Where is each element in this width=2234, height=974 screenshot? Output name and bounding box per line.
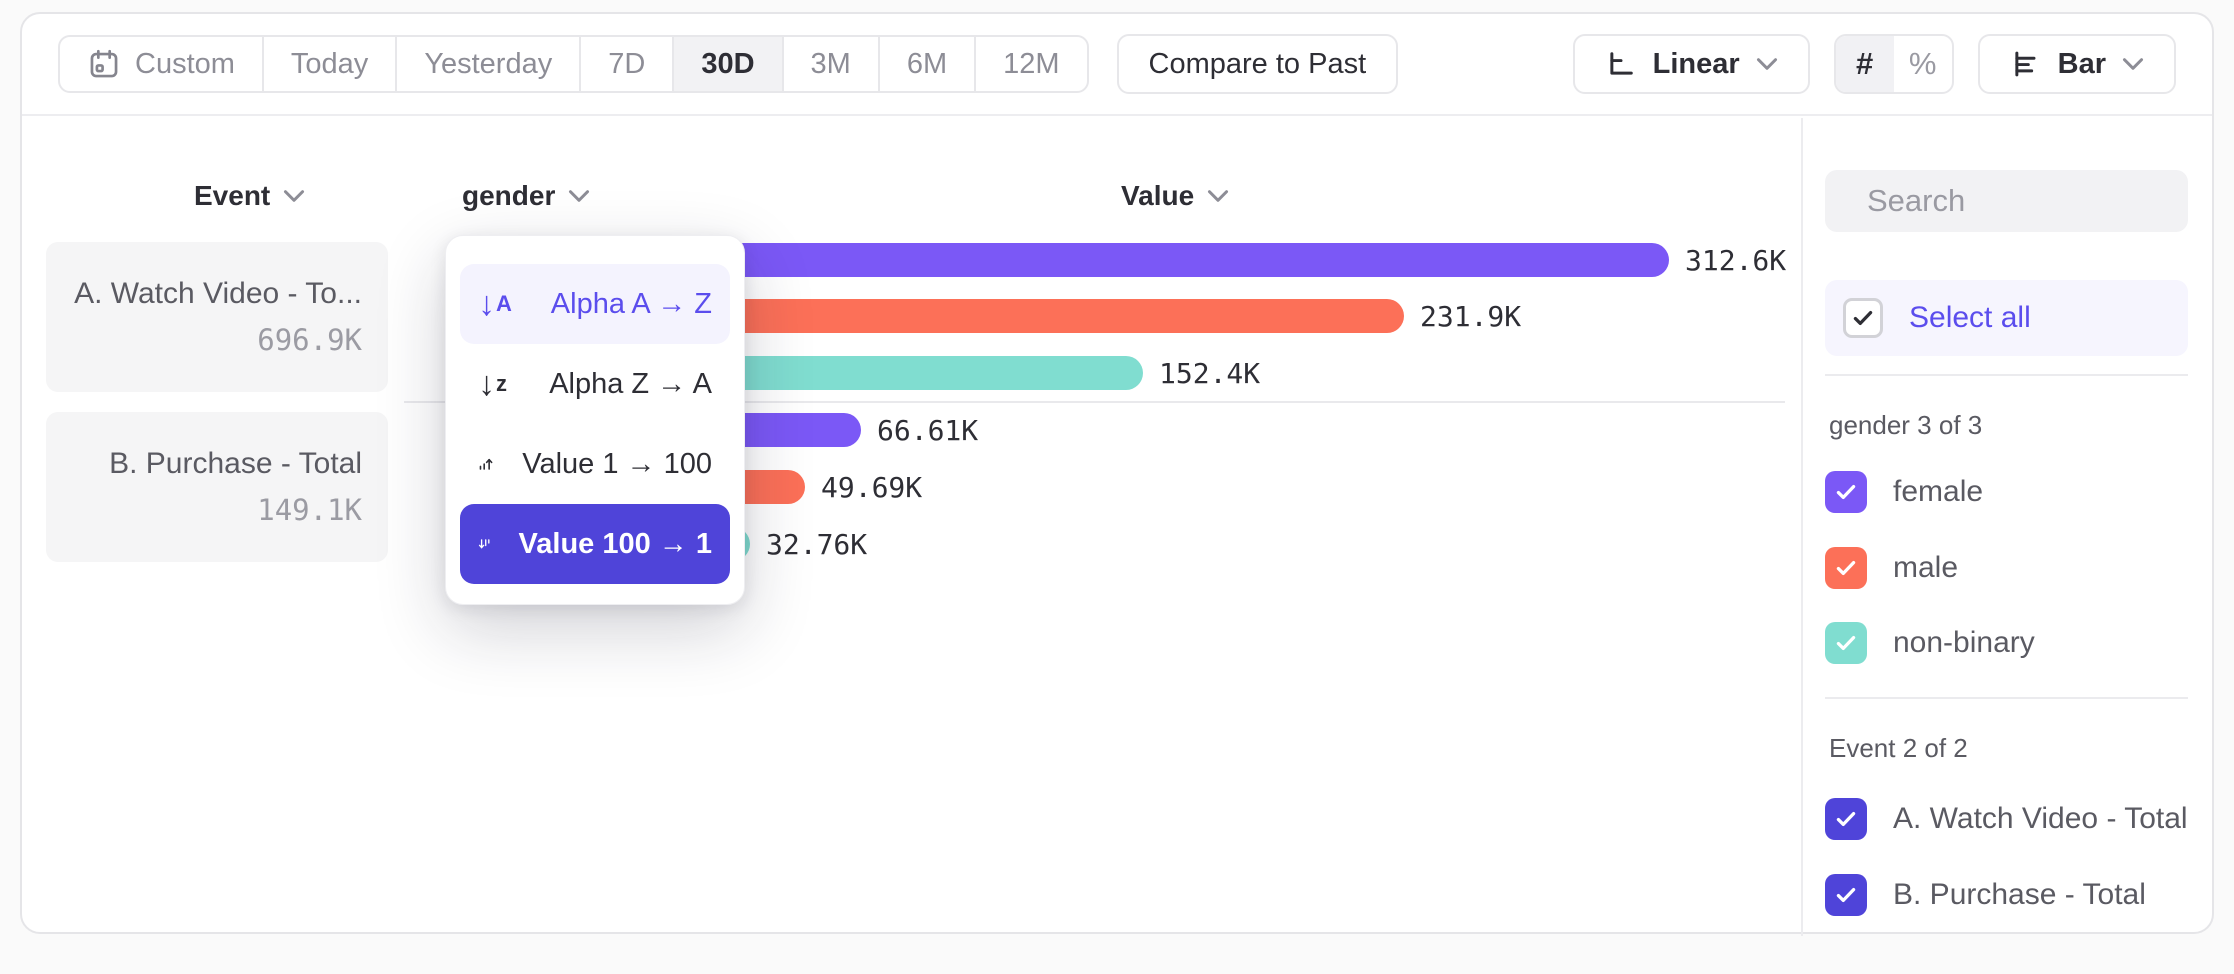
sort-value-desc-icon: [478, 539, 490, 549]
number-format-toggle: # %: [1833, 34, 1954, 94]
percent-format-option[interactable]: %: [1894, 36, 1952, 92]
date-range-12m[interactable]: 12M: [974, 37, 1086, 91]
bar-value-label: 66.61K: [877, 413, 979, 447]
checkmark-icon: [1836, 560, 1856, 576]
bar-value-label: 49.69K: [821, 470, 923, 504]
hash-icon: #: [1856, 46, 1874, 81]
value-column-header[interactable]: Value: [1121, 180, 1229, 212]
date-range-yesterday[interactable]: Yesterday: [395, 37, 579, 91]
event-card-b[interactable]: B. Purchase - Total 149.1K: [46, 412, 388, 562]
filter-row-female[interactable]: female: [1825, 466, 2188, 518]
filter-sidebar: Select all gender 3 of 3 female male: [1801, 118, 2234, 936]
select-all-row[interactable]: Select all: [1825, 280, 2188, 356]
filter-row-non-binary[interactable]: non-binary: [1825, 617, 2188, 669]
checkmark-icon: [1853, 310, 1873, 326]
event-card-label: A. Watch Video - To...: [74, 277, 362, 310]
female-checkbox[interactable]: [1825, 471, 1867, 513]
sidebar-divider: [1825, 374, 2188, 376]
purchase-checkbox[interactable]: [1825, 874, 1867, 916]
filter-row-watch-video[interactable]: A. Watch Video - Total: [1825, 793, 2188, 845]
event-column-header[interactable]: Event: [194, 180, 305, 212]
chevron-down-icon: [1208, 190, 1229, 202]
sort-option-alpha-desc[interactable]: ↓ z Alpha Z → A: [478, 365, 712, 403]
filter-label: female: [1893, 475, 1984, 508]
non-binary-checkbox[interactable]: [1825, 622, 1867, 664]
checkmark-icon: [1836, 484, 1856, 500]
count-format-option[interactable]: #: [1835, 36, 1894, 92]
filter-label: male: [1893, 551, 1959, 584]
male-checkbox[interactable]: [1825, 547, 1867, 589]
checkmark-icon: [1836, 887, 1856, 903]
filter-label: A. Watch Video - Total: [1893, 802, 2188, 835]
sort-dropdown-menu: ↓ A Alpha A → Z ↓ z Alpha Z → A Value 1 → …: [445, 235, 745, 605]
sort-alpha-asc-icon: ↓ A: [478, 285, 512, 323]
date-range-today[interactable]: Today: [261, 37, 395, 91]
filter-label: B. Purchase - Total: [1893, 878, 2146, 911]
bar-value-label: 32.76K: [766, 527, 868, 561]
chevron-down-icon: [2122, 58, 2144, 70]
event-card-value: 149.1K: [257, 493, 362, 527]
breakdown-column-header[interactable]: gender: [462, 180, 590, 212]
compare-to-past-button[interactable]: Compare to Past: [1116, 34, 1399, 94]
bar-watch-video-female[interactable]: [642, 243, 1669, 277]
date-range-6m[interactable]: 6M: [877, 37, 974, 91]
chart-display-tools: Linear # % Bar: [1572, 34, 2176, 94]
bar-value-label: 231.9K: [1420, 299, 1522, 333]
sidebar-search: [1825, 170, 2234, 232]
checkmark-icon: [1836, 811, 1856, 827]
date-range-30d[interactable]: 30D: [672, 37, 782, 91]
event-card-value: 696.9K: [257, 323, 362, 357]
date-range-label: Custom: [135, 47, 235, 80]
bar-value-label: 312.6K: [1685, 243, 1787, 277]
calendar-icon: [90, 49, 118, 78]
breakdown-section-title: gender 3 of 3: [1829, 410, 1983, 440]
bar-chart-icon: [2015, 51, 2036, 77]
sort-option-value-asc[interactable]: Value 1 → 100: [460, 424, 730, 504]
chart-area: Event gender Value A. Watch Video - To..…: [22, 118, 2234, 936]
bar-row: 312.6K: [642, 243, 1786, 277]
filter-row-male[interactable]: male: [1825, 542, 2188, 594]
linear-axis-icon: [1609, 52, 1633, 75]
chevron-down-icon: [569, 190, 590, 202]
event-section-title: Event 2 of 2: [1829, 733, 1968, 763]
scale-selector-button[interactable]: Linear: [1572, 34, 1810, 94]
percent-icon: %: [1908, 46, 1937, 81]
date-range-7d[interactable]: 7D: [579, 37, 672, 91]
filter-row-purchase[interactable]: B. Purchase - Total: [1825, 869, 2188, 921]
chevron-down-icon: [284, 190, 305, 202]
select-all-checkbox[interactable]: [1843, 298, 1883, 338]
event-card-a[interactable]: A. Watch Video - To... 696.9K: [46, 242, 388, 392]
search-input[interactable]: [1867, 183, 2234, 219]
checkmark-icon: [1836, 635, 1856, 651]
chevron-down-icon: [1756, 58, 1777, 70]
select-all-label: Select all: [1909, 301, 2031, 334]
date-range-3m[interactable]: 3M: [781, 37, 878, 91]
bar-watch-video-male[interactable]: [642, 299, 1404, 333]
sort-option-value-desc[interactable]: Value 100 → 1: [460, 504, 730, 584]
date-range-picker: Custom Today Yesterday 7D 30D 3M 6M 12M: [58, 35, 1089, 93]
bar-row: 231.9K: [642, 299, 1521, 333]
watch-video-checkbox[interactable]: [1825, 798, 1867, 840]
date-range-custom[interactable]: Custom: [60, 37, 262, 91]
insights-report-card: Custom Today Yesterday 7D 30D 3M 6M 12M …: [20, 12, 2234, 936]
sidebar-divider: [1825, 697, 2188, 699]
sort-alpha-desc-icon: ↓ z: [478, 365, 507, 403]
filter-label: non-binary: [1893, 626, 2035, 659]
event-card-label: B. Purchase - Total: [109, 447, 362, 480]
sort-option-alpha-asc[interactable]: ↓ A Alpha A → Z: [460, 264, 730, 344]
toolbar: Custom Today Yesterday 7D 30D 3M 6M 12M …: [22, 14, 2212, 116]
chart-type-button[interactable]: Bar: [1977, 34, 2176, 94]
bar-value-label: 152.4K: [1159, 356, 1261, 390]
group-separator: [404, 401, 1785, 403]
sort-value-asc-icon: [479, 458, 493, 470]
